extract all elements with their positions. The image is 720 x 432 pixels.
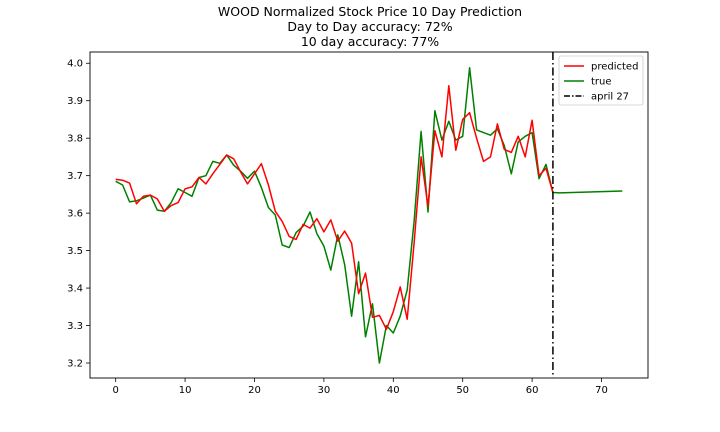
y-tick-label: 3.5	[67, 246, 83, 257]
x-tick-label: 30	[318, 385, 331, 396]
y-tick-label: 3.7	[67, 171, 83, 182]
x-tick-label: 50	[456, 385, 469, 396]
y-tick-label: 3.9	[67, 96, 83, 107]
y-tick-label: 3.4	[67, 284, 83, 295]
chart-subtitle-day-accuracy: Day to Day accuracy: 72%	[287, 19, 452, 34]
series-line-predicted	[115, 84, 554, 331]
x-tick-label: 60	[526, 385, 539, 396]
x-tick-label: 0	[112, 385, 118, 396]
x-tick-label: 40	[387, 385, 400, 396]
x-tick-label: 70	[595, 385, 608, 396]
chart-title: WOOD Normalized Stock Price 10 Day Predi…	[218, 4, 522, 19]
series-line-true	[115, 66, 623, 364]
chart-subtitle-10day-accuracy: 10 day accuracy: 77%	[301, 34, 439, 49]
legend-label-true: true	[591, 77, 612, 88]
x-tick-label: 20	[248, 385, 261, 396]
y-tick-label: 3.8	[67, 134, 83, 145]
legend-label-april-27: april 27	[591, 92, 629, 103]
plot-frame	[89, 51, 649, 379]
legend-label-predicted: predicted	[591, 62, 638, 73]
legend-box	[558, 55, 644, 106]
y-tick-label: 3.3	[67, 321, 83, 332]
x-tick-label: 10	[179, 385, 192, 396]
series-lines	[115, 52, 623, 378]
y-tick-label: 4.0	[67, 59, 83, 70]
axis-ticks: 0 10 20 30 40 50 60 70 3.2 3.3 3.4 3.5 3.6 3.7 3.8 3.9 4…	[67, 59, 608, 396]
y-tick-label: 3.6	[67, 209, 83, 220]
y-tick-label: 3.2	[67, 359, 83, 370]
legend: predicted true april 27	[558, 55, 644, 106]
